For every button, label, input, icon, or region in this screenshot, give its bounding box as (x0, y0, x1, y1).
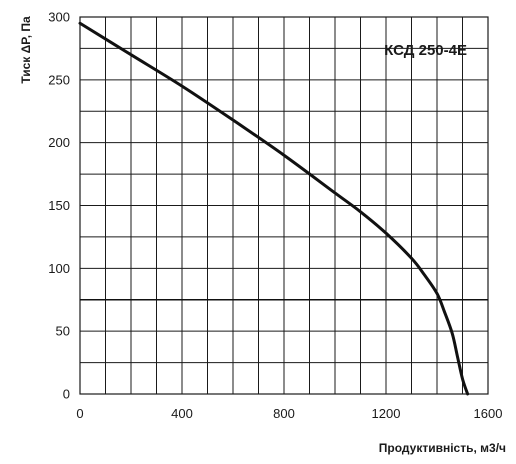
x-tick-label: 1600 (474, 406, 503, 421)
y-tick-label: 100 (48, 261, 70, 276)
curve-group (78, 21, 470, 396)
x-tick-label: 800 (273, 406, 295, 421)
y-tick-label: 50 (56, 324, 70, 339)
x-tick-label: 400 (171, 406, 193, 421)
y-tick-label: 150 (48, 198, 70, 213)
x-axis-title: Продуктивність, м3/ч (379, 441, 506, 455)
x-tick-label: 0 (76, 406, 83, 421)
y-tick-label: 0 (63, 387, 70, 402)
x-tick-label: 1200 (372, 406, 401, 421)
y-tick-label: 200 (48, 135, 70, 150)
grid (80, 17, 488, 394)
x-tick-labels: 0 400 800 1200 1600 (76, 406, 502, 421)
chart-title: КСД 250-4Е (384, 42, 467, 59)
y-tick-label: 250 (48, 72, 70, 87)
y-axis-title: Тиск ΔP, Па (19, 16, 33, 84)
y-tick-labels: 0 50 100 150 200 250 300 (48, 10, 70, 402)
fan-curve-line (78, 21, 470, 396)
y-tick-label: 300 (48, 10, 70, 25)
plot-frame (79, 16, 489, 395)
